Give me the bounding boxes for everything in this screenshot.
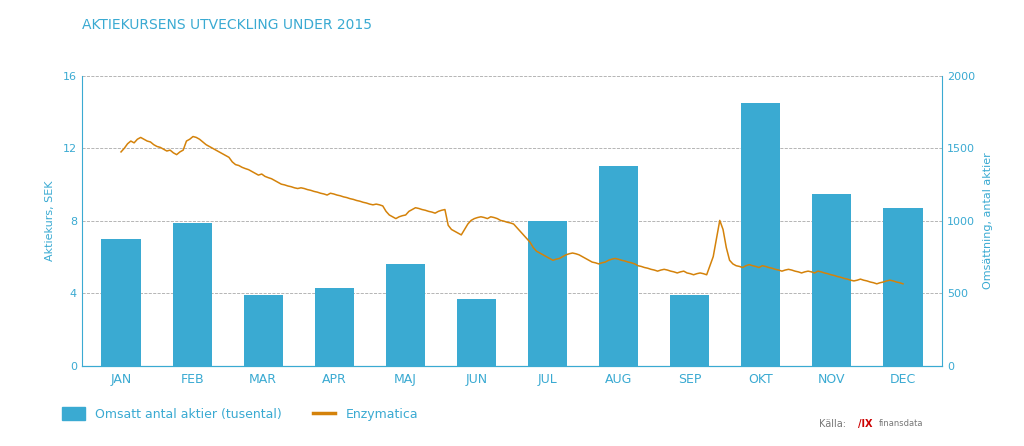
Bar	[741, 103, 780, 366]
Bar	[812, 194, 851, 366]
Bar	[457, 299, 496, 366]
Bar	[386, 264, 425, 366]
Text: AKTIEKURSENS UTVECKLING UNDER 2015: AKTIEKURSENS UTVECKLING UNDER 2015	[82, 18, 372, 32]
Bar	[244, 295, 283, 366]
Bar	[314, 288, 354, 366]
Text: /IX: /IX	[858, 419, 872, 429]
Y-axis label: Aktiekurs, SEK: Aktiekurs, SEK	[45, 181, 54, 261]
Y-axis label: Omsättning, antal aktier: Omsättning, antal aktier	[983, 153, 993, 289]
Bar	[670, 295, 710, 366]
Bar	[101, 239, 140, 366]
Legend: Omsatt antal aktier (tusental), Enzymatica: Omsatt antal aktier (tusental), Enzymati…	[57, 402, 423, 426]
Bar	[173, 223, 212, 366]
Bar	[599, 166, 638, 366]
Text: Källa:: Källa:	[819, 419, 846, 429]
Text: finansdata: finansdata	[879, 419, 923, 428]
Bar	[884, 208, 923, 366]
Bar	[528, 221, 567, 366]
